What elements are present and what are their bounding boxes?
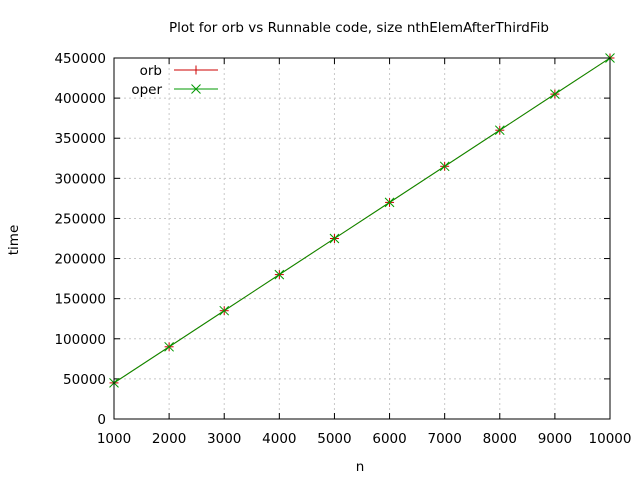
marker-stroke xyxy=(384,197,395,208)
x-tick-label: 5000 xyxy=(317,431,351,447)
y-tick-label: 200000 xyxy=(54,252,106,268)
x-tick-label: 1000 xyxy=(97,431,131,447)
y-tick-label: 150000 xyxy=(54,292,106,308)
series-line-oper xyxy=(113,57,611,384)
marker-stroke xyxy=(164,341,174,352)
series-plot-area xyxy=(109,53,615,388)
plot-frame xyxy=(113,57,611,420)
x-axis-label: n xyxy=(356,459,365,475)
marker-stroke xyxy=(494,125,505,136)
x-tick-label: 10000 xyxy=(589,431,632,447)
y-tick-label: 250000 xyxy=(54,211,106,227)
y-tick-label: 100000 xyxy=(54,332,106,348)
marker-stroke xyxy=(439,161,450,172)
data-point-oper xyxy=(494,125,505,136)
x-tick-label: 6000 xyxy=(372,431,406,447)
marker-stroke xyxy=(329,233,340,244)
data-point-oper xyxy=(219,305,230,316)
legend-marker-orb xyxy=(191,65,201,75)
y-tick-label: 0 xyxy=(97,412,106,428)
x-tick-label: 3000 xyxy=(207,431,241,447)
data-point-oper xyxy=(384,197,395,208)
y-tick-label: 400000 xyxy=(54,91,106,107)
marker-stroke xyxy=(191,84,201,94)
data-point-oper xyxy=(164,341,174,352)
y-tick-label: 350000 xyxy=(54,131,106,147)
marker-stroke xyxy=(219,305,230,316)
legend-marker-oper xyxy=(191,84,201,94)
x-tick-label: 8000 xyxy=(483,431,517,447)
x-tick-label: 2000 xyxy=(152,431,186,447)
x-tick-label: 9000 xyxy=(538,431,572,447)
y-axis-label: time xyxy=(6,225,22,256)
legend: orb oper xyxy=(131,63,218,98)
axis-ticks: 1000 2000 3000 4000 5000 6000 7000 8000 9000 1000… xyxy=(54,51,631,447)
y-tick-label: 300000 xyxy=(54,171,106,187)
x-tick-label: 7000 xyxy=(427,431,461,447)
marker-stroke xyxy=(274,269,285,280)
legend-label-oper: oper xyxy=(131,82,162,98)
x-tick-label: 4000 xyxy=(262,431,296,447)
data-point-oper xyxy=(550,89,560,99)
y-tick-label: 50000 xyxy=(63,372,106,388)
y-tick-label: 450000 xyxy=(54,51,106,67)
data-point-oper xyxy=(329,233,340,244)
legend-label-orb: orb xyxy=(140,63,162,79)
marker-stroke xyxy=(550,89,560,99)
chart-title: Plot for orb vs Runnable code, size nthE… xyxy=(169,20,549,36)
data-point-oper xyxy=(439,161,450,172)
data-point-oper xyxy=(274,269,285,280)
grid-lines xyxy=(114,58,610,419)
